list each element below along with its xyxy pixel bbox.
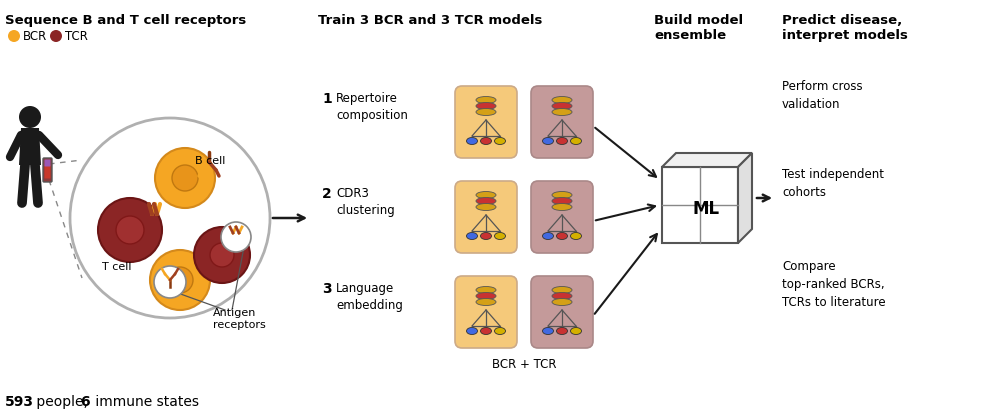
Text: Perform cross
validation: Perform cross validation bbox=[782, 80, 862, 111]
Ellipse shape bbox=[556, 138, 567, 145]
Circle shape bbox=[221, 222, 251, 252]
Text: BCR + TCR: BCR + TCR bbox=[492, 358, 556, 371]
Polygon shape bbox=[738, 153, 752, 243]
Text: Predict disease,
interpret models: Predict disease, interpret models bbox=[782, 14, 908, 42]
Ellipse shape bbox=[570, 233, 581, 239]
Text: Repertoire
composition: Repertoire composition bbox=[336, 92, 408, 122]
Text: CDR3
clustering: CDR3 clustering bbox=[336, 187, 395, 217]
Text: Build model
ensemble: Build model ensemble bbox=[654, 14, 743, 42]
Circle shape bbox=[150, 250, 210, 310]
Ellipse shape bbox=[476, 103, 496, 110]
Ellipse shape bbox=[494, 138, 506, 145]
Ellipse shape bbox=[552, 191, 572, 198]
Circle shape bbox=[8, 30, 20, 42]
FancyBboxPatch shape bbox=[45, 164, 50, 178]
Ellipse shape bbox=[466, 233, 477, 239]
FancyBboxPatch shape bbox=[531, 86, 593, 158]
Circle shape bbox=[172, 165, 198, 191]
FancyBboxPatch shape bbox=[531, 276, 593, 348]
Ellipse shape bbox=[552, 96, 572, 103]
Text: ML: ML bbox=[692, 200, 719, 218]
Text: 2: 2 bbox=[322, 187, 332, 201]
Circle shape bbox=[167, 267, 193, 293]
Polygon shape bbox=[19, 128, 41, 165]
Ellipse shape bbox=[556, 233, 567, 239]
Text: people,: people, bbox=[32, 395, 92, 409]
Ellipse shape bbox=[476, 96, 496, 103]
Text: BCR: BCR bbox=[23, 30, 48, 43]
Ellipse shape bbox=[543, 233, 553, 239]
Ellipse shape bbox=[552, 286, 572, 294]
FancyBboxPatch shape bbox=[45, 159, 50, 166]
Ellipse shape bbox=[476, 292, 496, 299]
Circle shape bbox=[210, 243, 234, 267]
Ellipse shape bbox=[476, 299, 496, 306]
Ellipse shape bbox=[476, 198, 496, 204]
Ellipse shape bbox=[476, 108, 496, 116]
Ellipse shape bbox=[552, 203, 572, 211]
Text: TCR: TCR bbox=[65, 30, 88, 43]
Ellipse shape bbox=[570, 327, 581, 334]
Ellipse shape bbox=[552, 292, 572, 299]
Ellipse shape bbox=[476, 191, 496, 198]
FancyBboxPatch shape bbox=[455, 181, 517, 253]
Ellipse shape bbox=[480, 233, 491, 239]
FancyBboxPatch shape bbox=[455, 86, 517, 158]
Circle shape bbox=[50, 30, 62, 42]
Text: 593: 593 bbox=[5, 395, 34, 409]
Circle shape bbox=[19, 106, 41, 128]
Ellipse shape bbox=[476, 203, 496, 211]
Polygon shape bbox=[662, 167, 738, 243]
Ellipse shape bbox=[556, 327, 567, 334]
FancyBboxPatch shape bbox=[455, 276, 517, 348]
Circle shape bbox=[155, 148, 215, 208]
Circle shape bbox=[194, 227, 250, 283]
Circle shape bbox=[98, 198, 162, 262]
Text: B cell: B cell bbox=[195, 156, 226, 166]
Text: Test independent
cohorts: Test independent cohorts bbox=[782, 168, 884, 199]
Text: Compare
top-ranked BCRs,
TCRs to literature: Compare top-ranked BCRs, TCRs to literat… bbox=[782, 260, 886, 309]
Ellipse shape bbox=[494, 327, 506, 334]
Ellipse shape bbox=[570, 138, 581, 145]
Circle shape bbox=[70, 118, 270, 318]
Ellipse shape bbox=[480, 327, 491, 334]
Text: immune states: immune states bbox=[91, 395, 199, 409]
Ellipse shape bbox=[552, 108, 572, 116]
Text: 1: 1 bbox=[322, 92, 332, 106]
Text: Sequence B and T cell receptors: Sequence B and T cell receptors bbox=[5, 14, 247, 27]
Text: 6: 6 bbox=[80, 395, 90, 409]
Text: Language
embedding: Language embedding bbox=[336, 282, 403, 312]
Text: 3: 3 bbox=[322, 282, 332, 296]
Circle shape bbox=[116, 216, 144, 244]
Text: T cell: T cell bbox=[102, 262, 132, 272]
Text: Antigen
receptors: Antigen receptors bbox=[213, 308, 265, 329]
Ellipse shape bbox=[466, 327, 477, 334]
Ellipse shape bbox=[466, 138, 477, 145]
FancyBboxPatch shape bbox=[531, 181, 593, 253]
Ellipse shape bbox=[480, 138, 491, 145]
Ellipse shape bbox=[543, 138, 553, 145]
Ellipse shape bbox=[476, 286, 496, 294]
Ellipse shape bbox=[494, 233, 506, 239]
FancyBboxPatch shape bbox=[43, 158, 52, 182]
Text: Train 3 BCR and 3 TCR models: Train 3 BCR and 3 TCR models bbox=[318, 14, 543, 27]
Ellipse shape bbox=[552, 299, 572, 306]
Ellipse shape bbox=[552, 198, 572, 204]
Ellipse shape bbox=[543, 327, 553, 334]
Circle shape bbox=[154, 266, 186, 298]
Ellipse shape bbox=[552, 103, 572, 110]
Polygon shape bbox=[662, 153, 752, 167]
